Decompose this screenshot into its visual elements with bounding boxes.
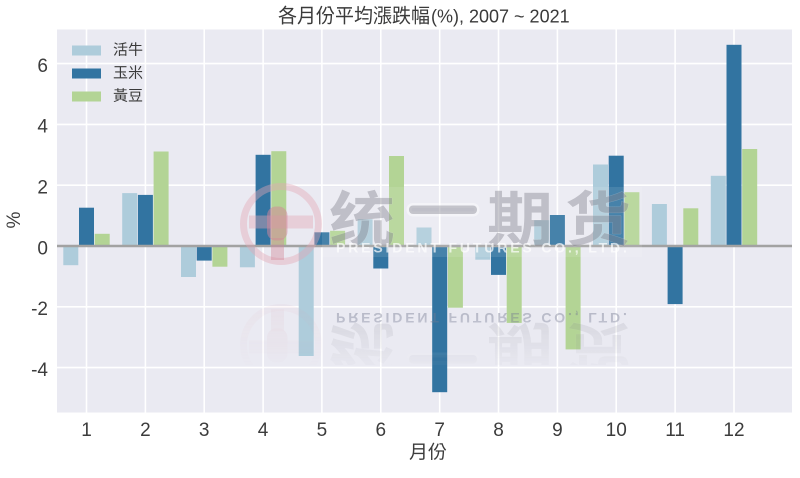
- svg-text:2: 2: [37, 178, 48, 199]
- svg-text:9: 9: [552, 420, 563, 441]
- svg-text:1: 1: [81, 420, 92, 441]
- svg-text:4: 4: [37, 117, 48, 138]
- svg-text:PRESIDENT FUTURES CO., LTD.: PRESIDENT FUTURES CO., LTD.: [336, 240, 630, 256]
- svg-text:0: 0: [37, 238, 48, 259]
- svg-text:(%), 2007 ~ 2021: (%), 2007 ~ 2021: [431, 7, 570, 27]
- svg-text:PRESIDENT FUTURES CO., LTD.: PRESIDENT FUTURES CO., LTD.: [336, 310, 630, 326]
- svg-text:%: %: [4, 211, 25, 228]
- svg-text:-2: -2: [31, 299, 48, 320]
- svg-text:4: 4: [258, 420, 269, 441]
- svg-text:8: 8: [493, 420, 504, 441]
- svg-text:-4: -4: [31, 360, 48, 381]
- svg-text:6: 6: [37, 56, 48, 77]
- svg-text:11: 11: [665, 420, 685, 441]
- svg-text:5: 5: [317, 420, 328, 441]
- svg-text:3: 3: [199, 420, 210, 441]
- svg-text:10: 10: [606, 420, 627, 441]
- svg-text:7: 7: [434, 420, 445, 441]
- svg-text:2: 2: [140, 420, 151, 441]
- svg-text:6: 6: [376, 420, 387, 441]
- svg-text:12: 12: [723, 420, 744, 441]
